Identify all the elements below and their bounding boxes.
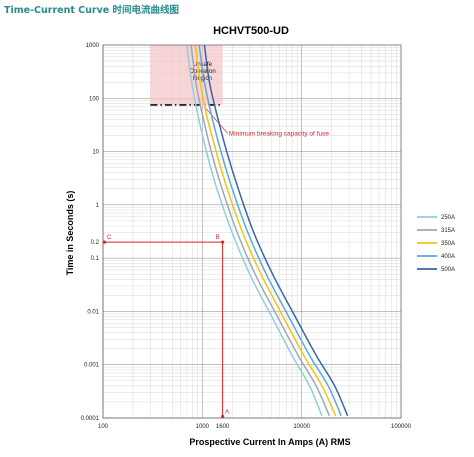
unsafe-region-label-line: Unsafe [193, 62, 213, 68]
reference-point-label-c: C [107, 235, 112, 241]
y-tick-label: 0.01 [87, 309, 99, 315]
chart-title: HCHVT500-UD [213, 25, 289, 37]
y-axis-label: Time in Seconds (s) [65, 191, 75, 276]
reference-point-a [221, 414, 225, 419]
reference-point-c [102, 240, 107, 244]
curve-250a [186, 44, 323, 417]
y-tick-label: 1000 [86, 43, 100, 49]
tick-labels: 100 1000 10000 100000 1600 0.0001 0.001 0.01 0.1… [81, 43, 412, 430]
y-tick-label: 0.0001 [81, 416, 100, 422]
x-tick-label: 100000 [391, 424, 412, 430]
plot-frame [102, 44, 402, 419]
legend: 250A 315A 350A 400A 500A [417, 215, 455, 273]
y-tick-label: 0.001 [84, 363, 100, 369]
y-tick-label: 100 [89, 96, 100, 102]
legend-label-350a: 350A [441, 241, 455, 247]
x-tick-label: 100 [98, 424, 109, 430]
reference-lines: C B A [102, 235, 229, 419]
y-tick-label: 0.1 [91, 256, 100, 262]
reference-point-label-a: A [225, 410, 229, 416]
min-breaking-capacity-leader [204, 106, 228, 134]
unsafe-region [150, 45, 223, 105]
legend-label-315a: 315A [441, 228, 455, 234]
reference-point-b [221, 240, 225, 244]
curve-500a [203, 44, 349, 417]
curve-350a [194, 44, 337, 417]
curve-400a [198, 44, 342, 417]
curve-315a [190, 44, 331, 417]
x-tick-label: 1000 [196, 424, 210, 430]
x-tick-label: 10000 [293, 424, 310, 430]
legend-label-400a: 400A [441, 254, 455, 260]
page-heading: Time-Current Curve 时间电流曲线图 [4, 5, 180, 16]
min-breaking-capacity-label: Minimum breaking capacity of fuse [229, 131, 329, 138]
x-axis-label: Prospective Current In Amps (A) RMS [189, 437, 350, 447]
unsafe-region-label-line: Region [193, 76, 212, 82]
legend-label-500a: 500A [441, 267, 455, 273]
curves [186, 44, 349, 417]
x-tick-label: 1600 [216, 424, 230, 430]
y-tick-label: 0.2 [91, 240, 100, 246]
grid [102, 45, 401, 419]
y-tick-label: 1 [96, 203, 100, 209]
reference-point-label-b: B [216, 235, 220, 241]
legend-label-250a: 250A [441, 215, 455, 221]
y-tick-label: 10 [92, 150, 99, 156]
